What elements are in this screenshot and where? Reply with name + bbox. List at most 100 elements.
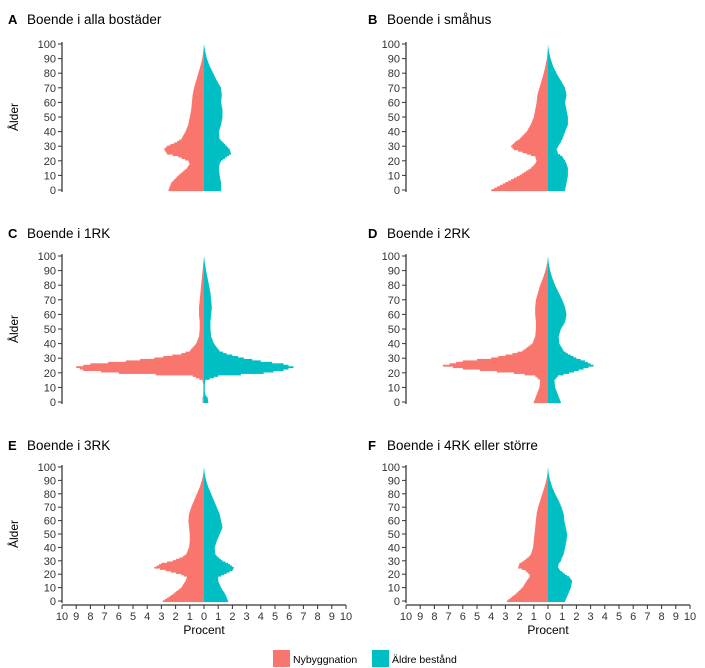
bar-nybyggnation-age-63 [199,309,204,312]
bar-nybyggnation-age-2 [496,186,548,189]
bar-nybyggnation-age-34 [529,554,548,557]
bar-aldre-age-40 [548,130,566,133]
bar-nybyggnation-age-35 [530,553,548,556]
bar-aldre-age-14 [204,581,219,584]
bar-nybyggnation-age-25 [442,364,548,367]
bar-aldre-age-14 [548,380,555,383]
bar-nybyggnation-age-91 [547,56,548,59]
bar-aldre-age-96 [204,49,205,51]
bar-aldre-age-57 [548,523,566,526]
bar-nybyggnation-age-58 [188,522,204,525]
panel-title: Boende i småhus [387,12,492,27]
bar-aldre-age-70 [204,506,217,509]
bar-aldre-age-65 [204,306,212,309]
panel-title: Boende i 2RK [387,226,470,241]
bar-aldre-age-94 [548,52,550,54]
y-tick-label: 60 [388,309,400,321]
bar-nybyggnation-age-89 [546,59,548,62]
y-tick-label: 40 [44,127,56,139]
bar-nybyggnation-age-87 [545,483,548,486]
legend-item-nybyggnation: Nybyggnation [273,650,357,667]
bar-aldre-age-32 [548,557,562,560]
bar-aldre-age-37 [204,550,216,553]
bar-nybyggnation-age-51 [534,114,548,117]
panel-d: D Boende i 2RK 0 10 20 30 40 50 60 70 80 90 100 [368,226,594,409]
bar-nybyggnation-age-83 [543,489,548,491]
bar-aldre-age-7 [204,391,205,393]
bar-aldre-age-67 [548,510,563,513]
bar-nybyggnation-age-90 [545,269,548,272]
bar-aldre-age-11 [548,385,555,388]
bar-nybyggnation-age-36 [521,136,548,139]
bar-aldre-age-43 [548,338,559,341]
bar-nybyggnation-age-37 [192,347,204,350]
bar-aldre-age-10 [204,586,222,589]
bar-aldre-age-54 [204,527,222,530]
bar-aldre-age-46 [204,538,218,541]
bar-aldre-age-82 [204,69,212,72]
bar-aldre-age-88 [204,272,207,275]
bar-aldre-age-18 [204,374,219,377]
bar-nybyggnation-age-48 [189,536,204,538]
bar-nybyggnation-age-74 [195,81,204,84]
bar-nybyggnation-age-82 [198,490,204,493]
bar-aldre-age-25 [548,152,558,155]
x-tick-label: 10 [340,611,352,623]
bar-aldre-age-95 [548,50,549,53]
bar-aldre-age-1 [204,399,209,402]
bar-aldre-age-59 [204,521,222,524]
bar-aldre-age-48 [548,331,560,334]
y-tick-label: 40 [388,127,400,139]
bar-nybyggnation-age-55 [191,108,204,111]
bar-aldre-age-17 [204,376,214,379]
bar-nybyggnation-age-61 [535,312,548,315]
bar-nybyggnation-age-76 [538,290,548,293]
bar-aldre-age-73 [548,294,561,297]
bar-nybyggnation-age-30 [172,560,204,562]
bar-nybyggnation-age-64 [535,307,548,310]
bar-nybyggnation-age-53 [190,111,204,114]
bar-aldre-age-63 [548,97,566,100]
bar-aldre-age-36 [204,136,220,139]
bar-aldre-age-73 [204,294,211,297]
x-tick-label: 7 [102,611,108,623]
bar-aldre-age-1 [548,399,561,402]
bar-nybyggnation-age-23 [535,155,548,158]
bar-aldre-age-15 [204,167,219,170]
bar-nybyggnation-age-71 [536,297,548,300]
bar-aldre-age-91 [204,268,206,271]
x-axis-title: Procent [527,623,569,637]
bar-aldre-age-67 [204,91,222,94]
bar-aldre-age-45 [548,123,568,126]
bar-aldre-age-81 [548,491,555,494]
bar-nybyggnation-age-58 [191,104,204,107]
y-tick-label: 30 [388,141,400,153]
y-tick-label: 70 [388,295,400,307]
bar-aldre-age-7 [204,179,221,181]
bar-nybyggnation-age-38 [528,345,548,348]
bar-nybyggnation-age-94 [546,264,548,266]
bar-nybyggnation-age-44 [198,337,204,339]
bar-aldre-age-20 [204,573,224,576]
bar-aldre-age-64 [548,514,564,517]
bar-aldre-age-43 [204,126,221,129]
bar-aldre-age-74 [204,81,218,84]
bars [76,256,294,404]
bar-nybyggnation-age-56 [535,319,548,322]
bar-aldre-age-29 [548,358,581,361]
bar-nybyggnation-age-79 [197,73,204,76]
bar-nybyggnation-age-86 [545,63,548,66]
bar-aldre-age-57 [548,318,566,320]
bar-nybyggnation-age-30 [154,357,204,360]
bar-aldre-age-74 [548,81,562,84]
bar-aldre-age-22 [204,570,230,573]
bar-aldre-age-67 [548,91,566,94]
bar-nybyggnation-age-66 [189,511,204,514]
bar-nybyggnation-age-96 [203,471,204,474]
bar-nybyggnation-age-65 [192,94,204,97]
bar-nybyggnation-age-4 [202,395,204,398]
bar-nybyggnation-age-37 [187,550,204,553]
bar-aldre-age-57 [548,106,566,108]
bar-aldre-age-77 [204,76,216,79]
bar-nybyggnation-age-9 [538,388,548,390]
